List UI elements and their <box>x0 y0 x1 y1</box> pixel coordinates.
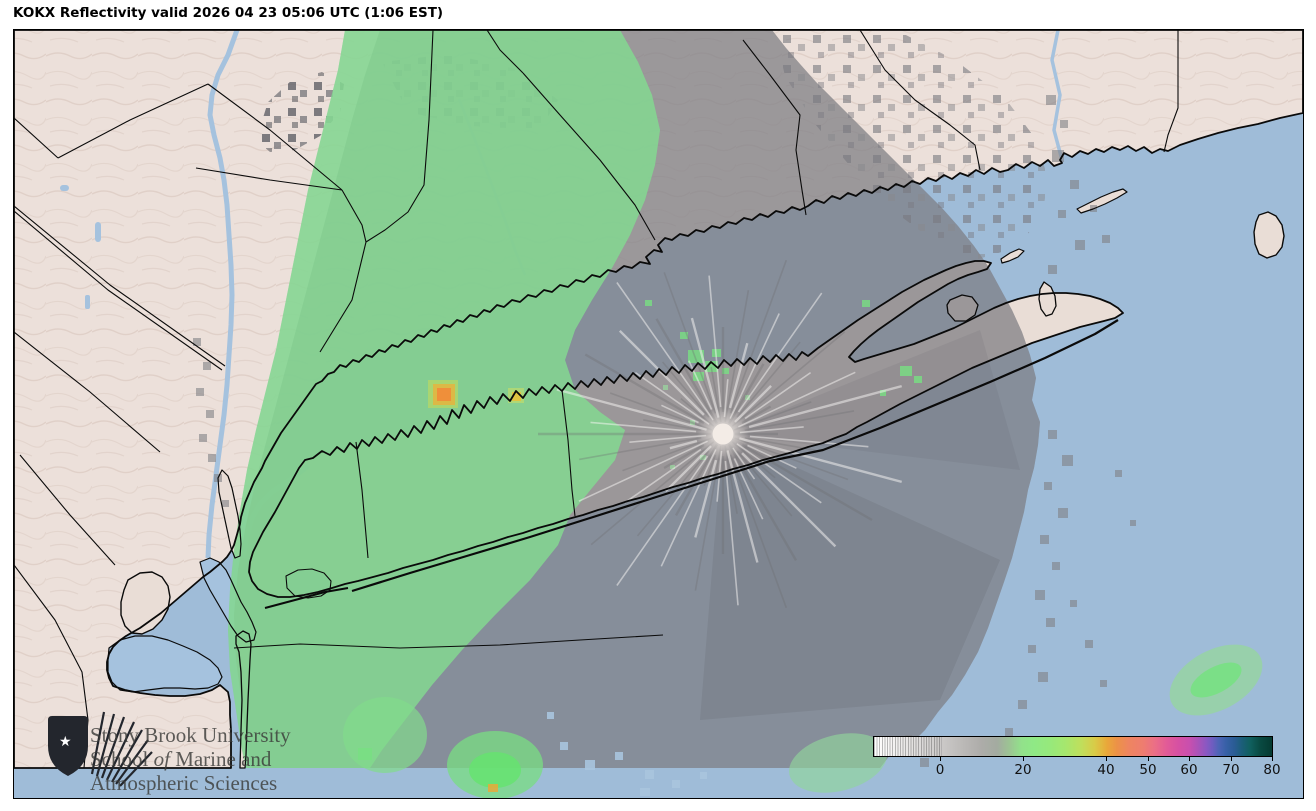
barrier-islands <box>351 319 1119 593</box>
svg-text:★: ★ <box>59 734 72 750</box>
radar-site-marker <box>712 423 734 445</box>
branding-line-1: Stony Brook University <box>90 723 291 747</box>
county-lines <box>14 30 1179 769</box>
hudson-river <box>205 30 240 559</box>
radar-map-svg <box>14 30 1303 798</box>
reflectivity-colorbar <box>873 736 1273 757</box>
connecticut-river <box>1050 30 1064 161</box>
branding-line-2: School of Marine and <box>90 747 272 771</box>
shield-icon: ★ <box>48 711 153 787</box>
colorbar-low-segments <box>874 737 942 756</box>
colorbar-tick-label: 50 <box>1139 762 1157 778</box>
colorbar-tick-label: 70 <box>1222 762 1240 778</box>
branding-text: Stony Brook University School of Marine … <box>90 723 291 795</box>
radar-map <box>13 29 1304 799</box>
yellow-echo-cell <box>512 392 521 401</box>
orange-echo-cell <box>437 388 451 401</box>
colorbar-tick-label: 0 <box>935 762 945 778</box>
colorbar-tick-label: 40 <box>1097 762 1115 778</box>
branding-line-3: Atmospheric Sciences <box>90 771 278 795</box>
radar-beam-spokes <box>538 259 903 609</box>
stony-brook-logo: ★ <box>48 711 153 787</box>
colorbar-tick-label: 80 <box>1263 762 1281 778</box>
boundary-layer <box>14 30 1303 769</box>
strong-echo-cells <box>428 380 524 792</box>
rockaway-spit <box>264 587 349 609</box>
harbor-channel-line <box>233 634 664 649</box>
colorbar-tick-label: 20 <box>1014 762 1032 778</box>
page-title: KOKX Reflectivity valid 2026 04 23 05:06… <box>13 5 444 21</box>
weak-echo-holes <box>547 712 707 796</box>
colorbar-tick-label: 60 <box>1180 762 1198 778</box>
